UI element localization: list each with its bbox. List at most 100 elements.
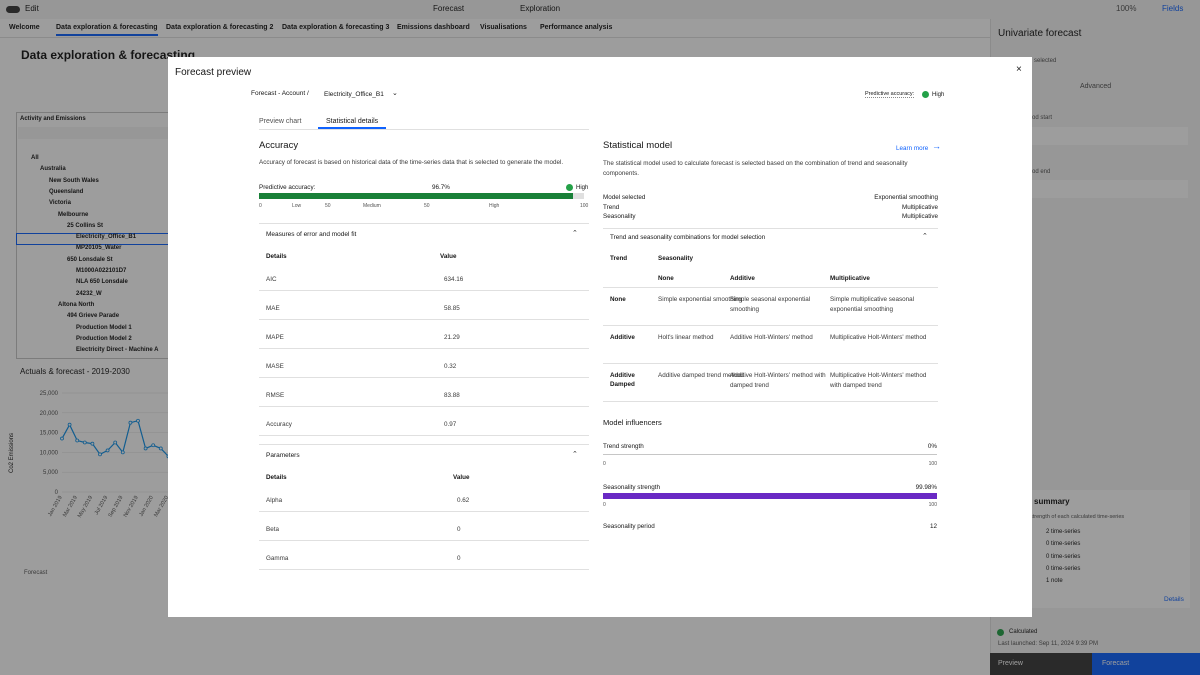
row-header: Additive Damped: [610, 371, 650, 389]
cell: Simple multiplicative seasonal exponenti…: [830, 295, 930, 314]
row-divider: [259, 540, 589, 541]
accuracy-label: Predictive accuracy:: [865, 91, 914, 98]
label: Seasonality period: [603, 523, 655, 530]
column-header: None: [658, 275, 674, 282]
row-divider: [259, 511, 589, 512]
cell: 0.32: [444, 363, 456, 370]
cell: MASE: [266, 363, 284, 370]
cell: Accuracy: [266, 421, 292, 428]
column-header: Additive: [730, 275, 755, 282]
arrow: →: [932, 141, 941, 151]
cell: 0.97: [444, 421, 456, 428]
column-header: Value: [440, 253, 456, 260]
scale-label: High: [489, 203, 499, 209]
chevron: ⌃: [572, 229, 578, 237]
column-header: Seasonality: [658, 255, 693, 262]
cell: 83.88: [444, 392, 460, 399]
cell: 634.16: [444, 276, 463, 283]
scale-label: Medium: [363, 203, 381, 209]
accordion-heading[interactable]: Trend and seasonality combinations for m…: [610, 234, 765, 241]
row-divider: [259, 319, 589, 320]
divider: [259, 444, 589, 445]
row-header: Additive: [610, 333, 650, 342]
column-header: Trend: [610, 255, 627, 262]
cell: Multiplicative Holt-Winters' method: [830, 333, 930, 343]
check-icon: [922, 91, 929, 98]
divider: [259, 223, 589, 224]
description: The statistical model used to calculate …: [603, 159, 938, 179]
close-button[interactable]: ×: [1016, 64, 1022, 75]
scale-label: 100: [580, 203, 588, 209]
tab[interactable]: Preview chart: [259, 118, 301, 125]
cell: Additive Holt-Winters' method: [730, 333, 826, 343]
label: Seasonality strength: [603, 484, 660, 491]
chevron: ⌃: [572, 450, 578, 458]
rating: High: [576, 185, 588, 191]
column-header: Details: [266, 253, 287, 260]
cell: Gamma: [266, 555, 288, 562]
learn-more-link[interactable]: Learn more: [896, 145, 928, 152]
value: 96.7%: [432, 184, 450, 191]
cell: Additive Holt-Winters' method with dampe…: [730, 371, 826, 390]
row-divider: [603, 363, 938, 364]
scale-label: 0: [259, 203, 262, 209]
cell: Alpha: [266, 497, 282, 504]
row-divider: [259, 290, 589, 291]
cell: 0: [457, 555, 461, 562]
label: Predictive accuracy:: [259, 184, 315, 191]
cell: Multiplicative Holt-Winters' method with…: [830, 371, 930, 390]
row-divider: [603, 401, 938, 402]
property-value: Exponential smoothing: [874, 194, 938, 201]
chevron: ⌄: [392, 89, 398, 97]
cell: 0.62: [457, 497, 469, 504]
scale-label: 100: [929, 502, 937, 508]
cell: RMSE: [266, 392, 284, 399]
scale-label: 0: [603, 461, 606, 467]
scale-label: Low: [292, 203, 301, 209]
scale-label: 50: [325, 203, 331, 209]
property-label: Trend: [603, 204, 619, 211]
description: Accuracy of forecast is based on histori…: [259, 159, 563, 166]
scale-label: 100: [929, 461, 937, 467]
scale-label: 0: [603, 502, 606, 508]
tab[interactable]: Statistical details: [318, 118, 386, 129]
row-divider: [259, 377, 589, 378]
value: 12: [930, 523, 937, 530]
row-divider: [603, 325, 938, 326]
accordion-heading[interactable]: Parameters: [266, 452, 300, 459]
row-divider: [259, 569, 589, 570]
column-header: Multiplicative: [830, 275, 870, 282]
row-divider: [259, 435, 589, 436]
value: 99.98%: [916, 484, 937, 491]
chevron: ⌃: [922, 232, 928, 240]
progress-fill: [259, 193, 573, 199]
tab-line: [259, 129, 589, 130]
section-heading: Statistical model: [603, 140, 672, 151]
row-divider: [259, 348, 589, 349]
cell: MAPE: [266, 334, 284, 341]
cell: Beta: [266, 526, 279, 533]
property-label: Model selected: [603, 194, 645, 201]
scale-label: 50: [424, 203, 430, 209]
accordion-heading[interactable]: Measures of error and model fit: [266, 231, 356, 238]
row-divider: [603, 287, 938, 288]
property-value: Multiplicative: [902, 213, 938, 220]
cell: MAE: [266, 305, 280, 312]
cell: 58.85: [444, 305, 460, 312]
cell: AIC: [266, 276, 277, 283]
row-divider: [259, 406, 589, 407]
row-header: None: [610, 295, 650, 304]
divider: [603, 228, 938, 229]
breadcrumb: Forecast - Account /: [251, 90, 309, 97]
dataset-dropdown[interactable]: Electricity_Office_B1: [324, 91, 384, 98]
column-header: Details: [266, 474, 287, 481]
progress-fill: [603, 493, 937, 499]
subheading: Model influencers: [603, 418, 662, 427]
accuracy-rating: High: [932, 92, 944, 98]
modal: Forecast preview × Forecast - Account / Ele…: [168, 57, 1032, 617]
cell: 21.29: [444, 334, 460, 341]
check-icon: [566, 184, 573, 191]
property-label: Seasonality: [603, 213, 636, 220]
modal-title: Forecast preview: [175, 67, 251, 78]
